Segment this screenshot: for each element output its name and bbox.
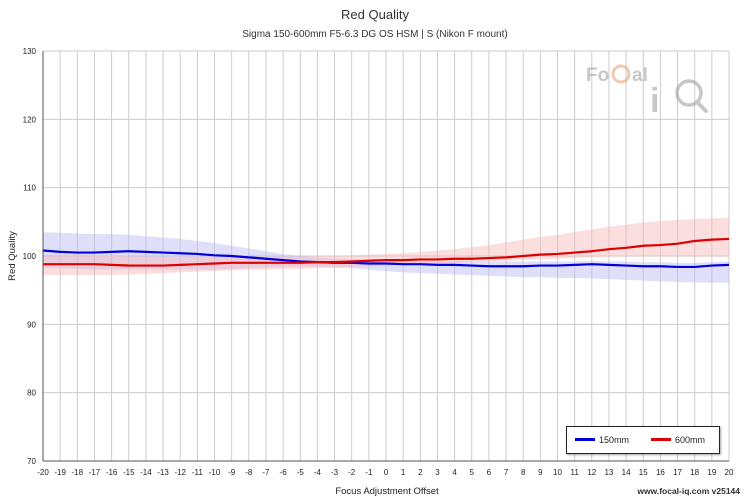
confidence-band-600mm	[43, 217, 729, 276]
x-tick-label: 14	[622, 468, 631, 477]
x-tick-label: -7	[262, 468, 270, 477]
y-tick-label: 80	[27, 389, 36, 398]
x-tick-label: 16	[656, 468, 665, 477]
x-axis-label: Focus Adjustment Offset	[335, 486, 439, 497]
x-tick-label: -10	[209, 468, 221, 477]
x-tick-label: -12	[174, 468, 186, 477]
legend-swatch-150mm	[575, 438, 595, 442]
y-tick-label: 90	[27, 320, 36, 329]
x-tick-label: 7	[504, 468, 509, 477]
legend-item-150mm: 150mm	[575, 435, 629, 445]
x-tick-label: 6	[487, 468, 492, 477]
confidence-bands	[43, 217, 729, 283]
series-lines	[42, 237, 730, 269]
x-tick-label: 0	[384, 468, 389, 477]
axes	[42, 51, 729, 462]
y-tick-label: 120	[23, 115, 37, 124]
x-tick-label: 1	[401, 468, 406, 477]
confidence-band-150mm	[43, 232, 729, 283]
x-tick-label: 3	[435, 468, 440, 477]
x-tick-label: 11	[570, 468, 579, 477]
x-tick-label: -8	[245, 468, 253, 477]
x-tick-label: 13	[604, 468, 613, 477]
x-tick-label: 12	[587, 468, 596, 477]
x-tick-label: -19	[54, 468, 66, 477]
legend-label-150mm: 150mm	[599, 435, 630, 445]
x-tick-label: 18	[690, 468, 699, 477]
y-tick-label: 110	[23, 184, 36, 193]
chart-subtitle: Sigma 150-600mm F5-6.3 DG OS HSM | S (Ni…	[242, 29, 508, 40]
legend-swatch-600mm	[651, 438, 671, 442]
x-tick-label: -17	[89, 468, 101, 477]
chart-legend: 150mm 600mm	[566, 426, 720, 454]
y-axis-label: Red Quality	[7, 231, 18, 281]
x-tick-label: -6	[280, 468, 288, 477]
x-tick-label: -9	[228, 468, 236, 477]
footer-credit: www.focal-iq.com v25144	[637, 486, 740, 496]
x-tick-label: 19	[707, 468, 716, 477]
svg-text:al: al	[632, 65, 648, 86]
x-tick-label: -18	[72, 468, 84, 477]
x-tick-label: -2	[348, 468, 356, 477]
series-line-150mm	[42, 249, 730, 269]
x-tick-label: -14	[140, 468, 152, 477]
x-tick-label: 2	[418, 468, 423, 477]
svg-text:i: i	[650, 82, 659, 120]
x-tick-label: 4	[452, 468, 457, 477]
chart-title: Red Quality	[341, 7, 409, 22]
x-tick-label: -20	[37, 468, 49, 477]
legend-item-600mm: 600mm	[651, 435, 705, 445]
x-tick-label: 5	[470, 468, 475, 477]
x-tick-label: -3	[331, 468, 339, 477]
x-tick-label: -16	[106, 468, 118, 477]
x-tick-label: -13	[157, 468, 169, 477]
y-tick-label: 70	[27, 457, 36, 466]
x-tick-label: -1	[365, 468, 373, 477]
x-tick-label: 9	[538, 468, 543, 477]
y-tick-label: 130	[23, 47, 37, 56]
tick-labels: -20 -19 -18 -17 -16 -15 -14 -13 -12 -11 -10 -9 -8 -7-…	[23, 47, 734, 477]
x-tick-label: 8	[521, 468, 526, 477]
x-tick-label: 10	[553, 468, 562, 477]
x-tick-label: -4	[314, 468, 322, 477]
legend-label-600mm: 600mm	[675, 435, 706, 445]
x-tick-label: -11	[192, 468, 204, 477]
x-tick-label: 17	[673, 468, 682, 477]
x-tick-label: 20	[725, 468, 734, 477]
svg-text:Fo: Fo	[586, 65, 609, 86]
x-tick-label: 15	[639, 468, 648, 477]
x-tick-label: -15	[123, 468, 135, 477]
series-line-600mm	[43, 237, 730, 267]
x-tick-label: -5	[297, 468, 305, 477]
y-tick-label: 100	[23, 252, 37, 261]
